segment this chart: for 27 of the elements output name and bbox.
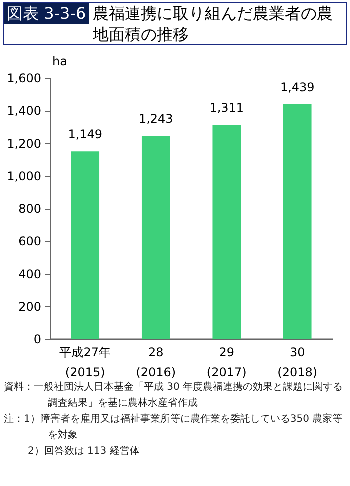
- y-tick-label: 1,000: [7, 169, 42, 184]
- chart-title: 農福連携に取り組んだ農業者の農地面積の推移: [92, 3, 334, 44]
- data-label: 1,439: [280, 80, 315, 94]
- bar: [212, 125, 242, 339]
- x-tick-label: 平成27年 (2015): [60, 346, 112, 380]
- x-tick-label: 30 (2018): [278, 346, 318, 380]
- data-label: 1,149: [68, 128, 103, 142]
- y-tick-label: 800: [18, 202, 42, 216]
- y-tick-label: 400: [18, 267, 42, 282]
- y-tick-label: 1,200: [7, 136, 42, 151]
- y-tick-label: 200: [18, 300, 42, 314]
- text: 注：1）障害者を雇用又は福祉事業所等に農作業を委託している350 農家等を対象: [4, 412, 344, 443]
- data-label: 1,243: [138, 112, 174, 126]
- chart-subtitle: 図表 3-3-6: [4, 3, 90, 24]
- y-tick-label: 0: [34, 332, 42, 346]
- y-tick-label: 1,400: [7, 104, 42, 118]
- bar: [71, 152, 100, 339]
- bar: [283, 104, 312, 339]
- text: 2）回答数は 113 経営体: [27, 444, 141, 459]
- y-tick-label: 600: [18, 234, 42, 249]
- y-axis-title: ha: [52, 54, 68, 68]
- x-tick-label: 29 (2017): [206, 346, 247, 380]
- bar: [142, 136, 170, 339]
- x-tick-label: 28 (2016): [136, 346, 176, 380]
- y-tick-label: 1,600: [7, 72, 42, 86]
- text: 資料：一般社団法人日本基金「平成 30 年度農福連携の効果と課題に関する調査結果」を基に農林水産省作成: [4, 380, 344, 411]
- data-label: 1,311: [210, 101, 244, 116]
